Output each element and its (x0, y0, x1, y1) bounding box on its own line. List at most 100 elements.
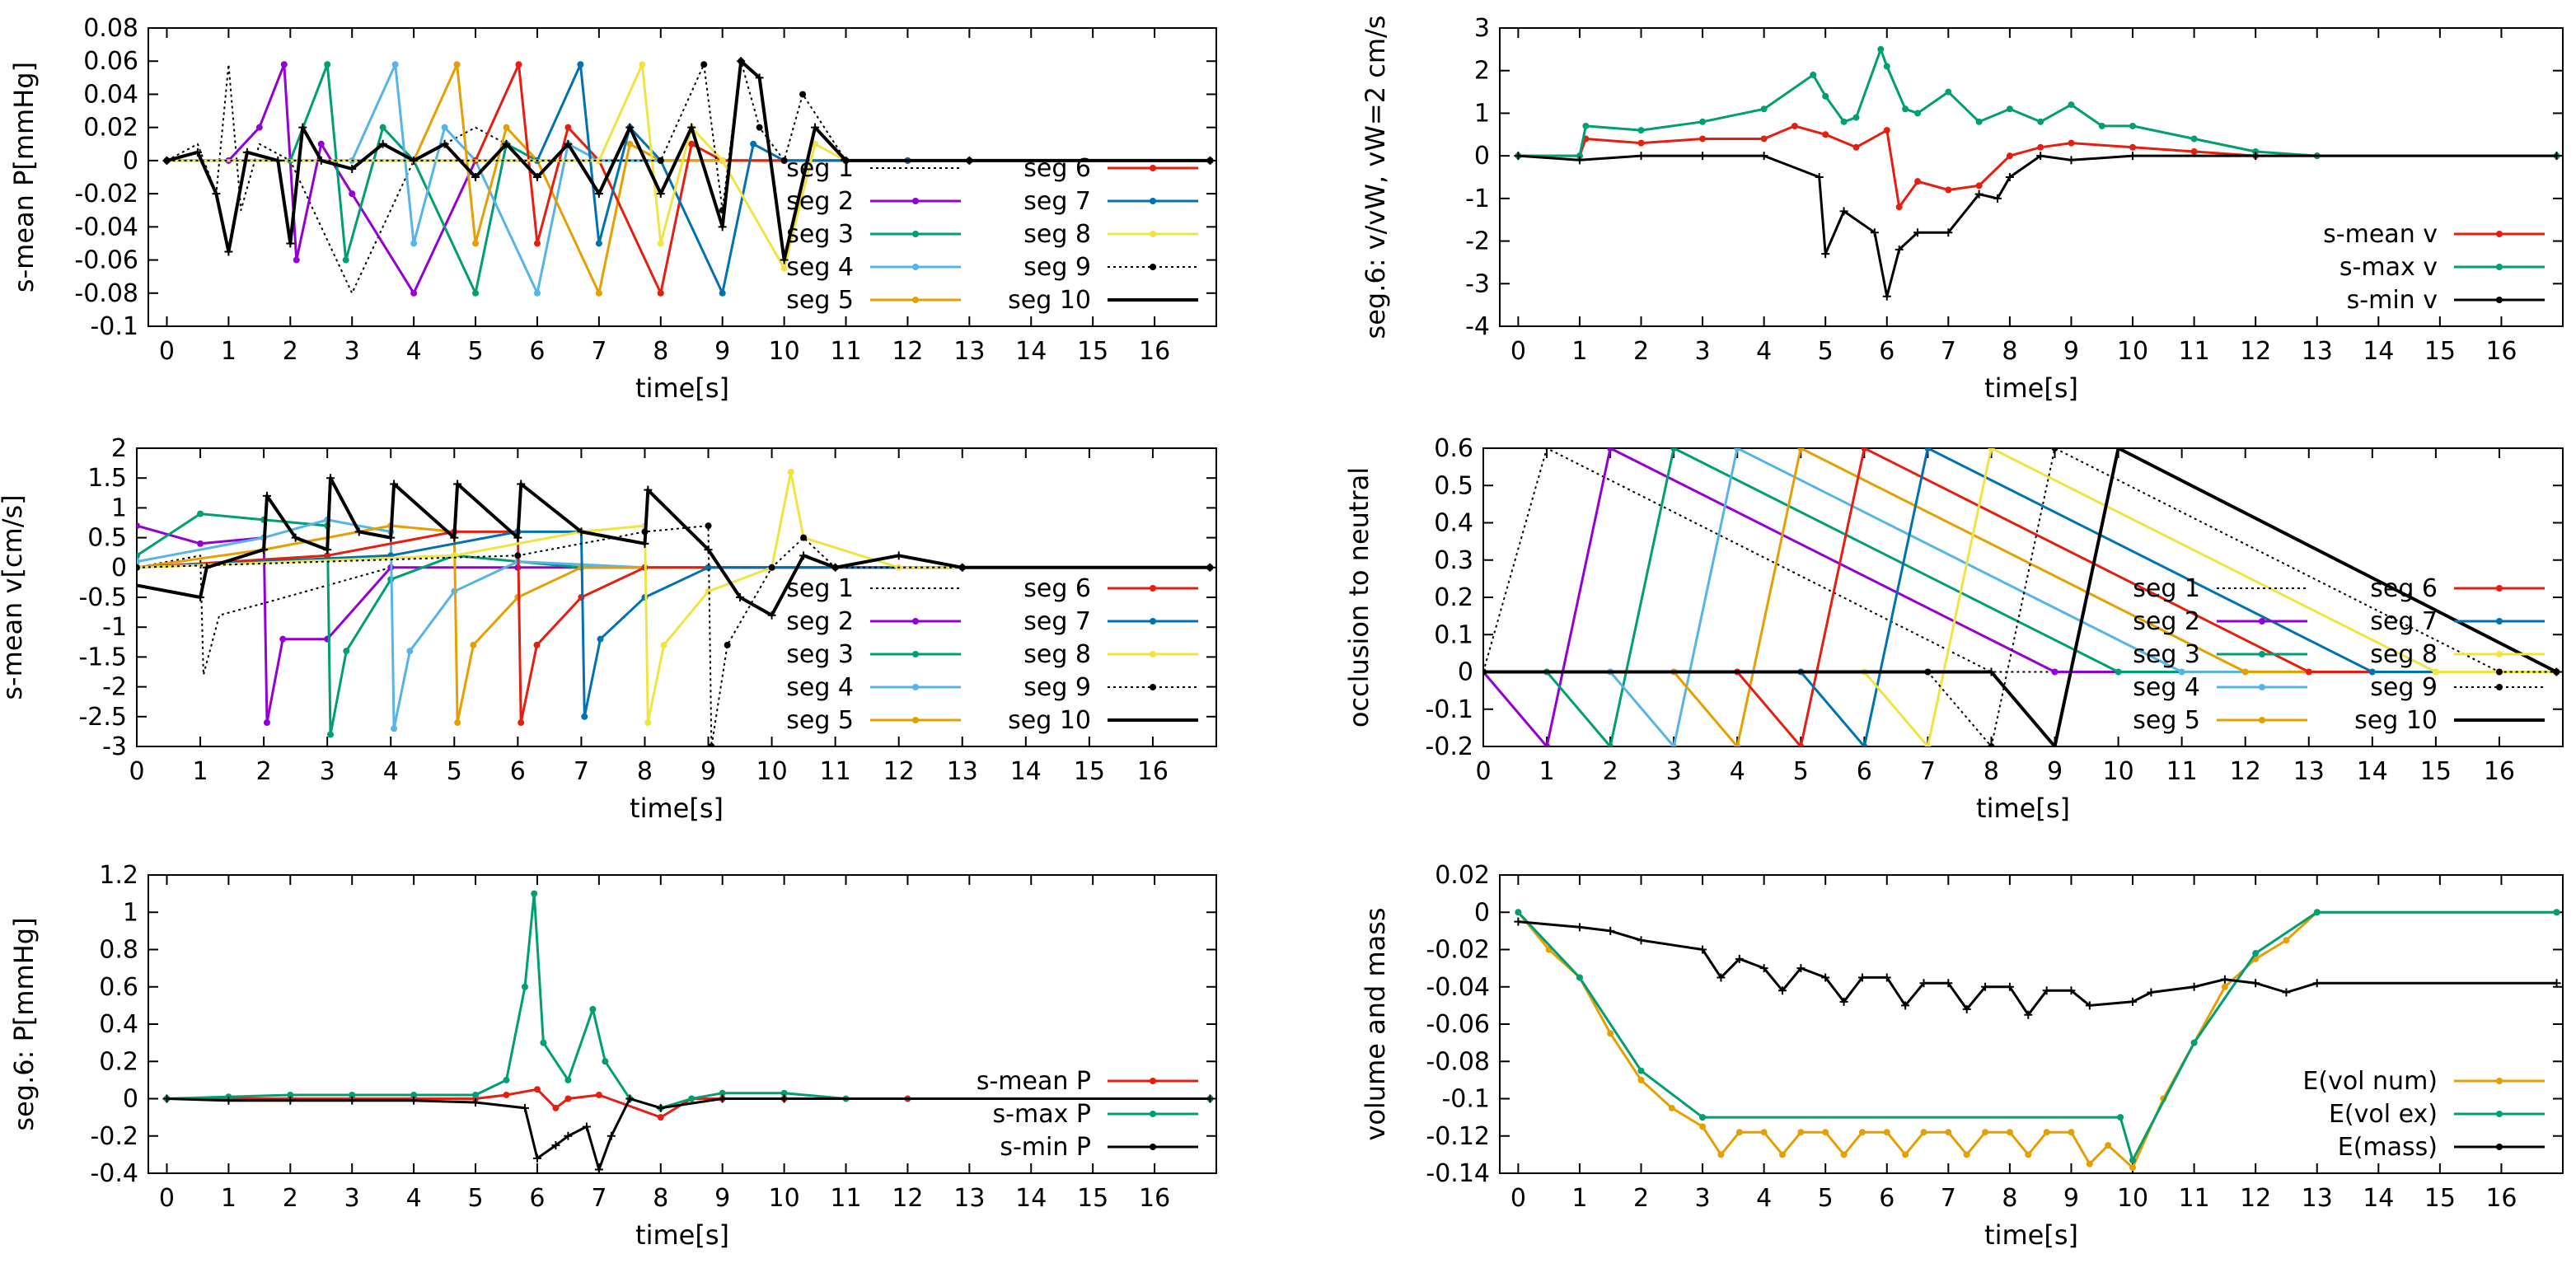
data-point (1575, 923, 1584, 932)
data-point (780, 264, 788, 272)
data-point (1637, 139, 1645, 147)
data-point (323, 545, 332, 554)
y-tick-label: -1.5 (78, 643, 127, 671)
x-tick-label: 16 (2485, 337, 2517, 366)
legend-label: seg 4 (2133, 673, 2200, 702)
x-axis-label: time[s] (635, 1219, 729, 1251)
x-tick-label: 16 (1139, 1184, 1170, 1213)
data-point (327, 731, 335, 738)
data-point (1861, 743, 1868, 746)
data-point (1945, 88, 1952, 96)
x-tick-label: 9 (714, 337, 730, 366)
legend-marker (2496, 1078, 2503, 1084)
data-point (212, 189, 221, 199)
data-point (406, 648, 414, 655)
data-point (453, 480, 462, 489)
x-tick-label: 4 (406, 337, 422, 366)
data-point (1760, 105, 1768, 113)
y-tick-label: 0 (1458, 658, 1473, 687)
data-point (1981, 982, 1990, 991)
y-tick-label: 0.4 (99, 1010, 138, 1039)
data-point (1821, 250, 1830, 259)
data-point (602, 1058, 609, 1065)
legend-marker (2496, 651, 2503, 657)
data-point (324, 61, 331, 68)
data-point (453, 61, 461, 68)
data-point (1944, 228, 1953, 237)
data-point (1483, 667, 1487, 676)
legend-label: s-mean P (977, 1067, 1091, 1096)
data-point (533, 289, 541, 297)
plot-frame (148, 27, 1217, 327)
data-point (1760, 1129, 1768, 1136)
data-point (2553, 909, 2560, 916)
y-tick-label: 0.2 (1434, 583, 1473, 612)
x-axis-label: time[s] (1976, 793, 2070, 824)
x-tick-label: 15 (2420, 757, 2452, 786)
data-point (348, 1096, 357, 1105)
data-point (688, 1095, 696, 1102)
data-point (1822, 1129, 1829, 1136)
legend-marker (1150, 585, 1156, 592)
data-point (718, 1094, 727, 1103)
data-point (894, 551, 903, 560)
legend-marker (2259, 717, 2265, 723)
data-point (1607, 448, 1614, 452)
x-tick-label: 5 (467, 1184, 483, 1213)
data-point (2024, 1010, 2033, 1019)
x-tick-label: 12 (2230, 757, 2261, 786)
data-point (2252, 147, 2260, 155)
data-point (640, 539, 649, 548)
legend-marker (912, 198, 919, 204)
x-tick-label: 2 (1633, 1184, 1649, 1213)
data-point (2147, 988, 2156, 997)
x-tick-label: 6 (1879, 337, 1895, 366)
data-point (162, 156, 171, 165)
data-point (1861, 448, 1868, 452)
legend-marker (2259, 651, 2265, 657)
data-point (470, 641, 477, 648)
data-point (1988, 448, 1995, 452)
x-tick-label: 2 (283, 1184, 298, 1213)
y-tick-label: -0.12 (1426, 1122, 1490, 1151)
x-tick-label: 5 (1793, 757, 1809, 786)
data-point (719, 1089, 726, 1097)
x-tick-label: 14 (1015, 1184, 1047, 1213)
data-point (2282, 988, 2291, 997)
y-tick-label: 0.02 (83, 114, 138, 143)
data-point (1717, 973, 1726, 982)
legend-label: seg 5 (2133, 706, 2200, 735)
data-point (2552, 979, 2561, 988)
data-point (293, 256, 300, 264)
x-tick-label: 10 (769, 1184, 800, 1213)
data-point (780, 1089, 788, 1097)
data-point (472, 1091, 480, 1098)
chart-p1: 0 1 2 3 4 5 6 7 8 9 10 11 12 13 14 15 16-0.1-0.08-0.06-0… (8, 14, 1217, 404)
data-point (1924, 448, 1932, 452)
legend-marker (1150, 231, 1156, 237)
y-tick-label: 1.5 (87, 464, 127, 493)
data-point (1797, 448, 1805, 452)
data-point (625, 123, 635, 132)
data-point (286, 239, 295, 248)
x-tick-label: 14 (2363, 337, 2394, 366)
legend-label: seg 9 (1023, 673, 1091, 702)
legend-label: s-max P (993, 1100, 1091, 1129)
data-point (1637, 1076, 1645, 1083)
data-point (607, 1131, 616, 1140)
data-point (2129, 1157, 2137, 1164)
data-point (410, 1091, 418, 1098)
legend-label: E(vol num) (2302, 1067, 2438, 1096)
data-point (595, 289, 602, 297)
legend-marker (1150, 684, 1156, 690)
x-tick-label: 11 (2166, 757, 2198, 786)
x-tick-label: 4 (1756, 337, 1772, 366)
x-tick-label: 6 (1879, 1184, 1895, 1213)
data-point (518, 719, 525, 727)
data-point (780, 1094, 789, 1103)
legend-marker (912, 618, 919, 625)
data-point (1760, 135, 1768, 143)
data-point (1895, 204, 1903, 211)
x-tick-label: 10 (2117, 337, 2148, 366)
y-tick-label: 0.1 (1434, 620, 1473, 649)
